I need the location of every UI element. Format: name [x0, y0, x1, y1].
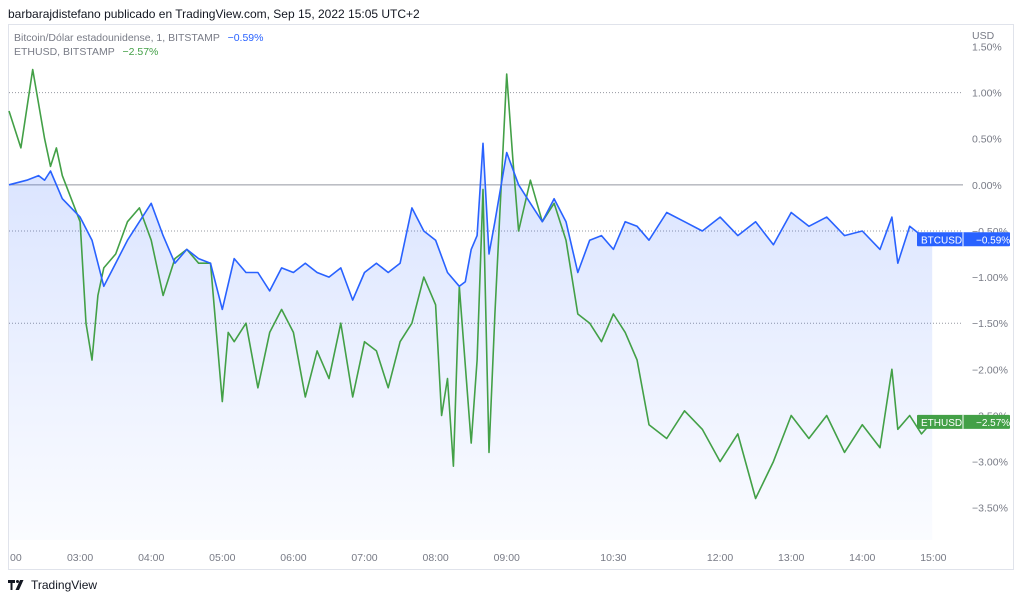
series-line-btcusd	[8, 142, 933, 311]
y-tick-label: 0.00%	[972, 180, 1002, 192]
y-axis-unit: USD	[972, 30, 995, 42]
x-tick-label: 07:00	[351, 552, 377, 564]
series-line-ethusd	[8, 68, 933, 500]
x-tick-label: 08:00	[422, 552, 448, 564]
last-value-series-name: ETHUSD	[921, 418, 962, 429]
last-value-series-name: BTCUSD	[921, 235, 962, 246]
last-value-tag-ethusd: ETHUSD −2.57%	[917, 414, 1010, 429]
svg-text:Bitcoin/Dólar estadounidense,: Bitcoin/Dólar estadounidense, 1, BITSTAM…	[14, 32, 263, 44]
chart-frame	[8, 24, 1014, 570]
x-tick-label: 13:00	[778, 552, 804, 564]
x-tick-label: 15:00	[920, 552, 946, 564]
y-tick-label: 0.50%	[972, 134, 1002, 146]
last-value-tag-btcusd: BTCUSD −0.59%	[917, 232, 1010, 247]
footer-brand-label: TradingView	[31, 578, 98, 592]
footer-brand[interactable]: TradingView	[8, 578, 97, 592]
last-value-number: −2.57%	[976, 418, 1010, 429]
legend-eth-value: −2.57%	[122, 46, 158, 58]
x-tick-label: 06:00	[280, 552, 306, 564]
x-tick-label: 05:00	[209, 552, 235, 564]
svg-text:ETHUSD, BITSTAMP −2.57%: ETHUSD, BITSTAMP −2.57%	[14, 46, 158, 58]
publication-header: barbarajdistefano publicado en TradingVi…	[8, 7, 420, 21]
legend-btc-label: Bitcoin/Dólar estadounidense, 1, BITSTAM…	[14, 32, 220, 44]
y-tick-label: 1.50%	[972, 41, 1002, 53]
y-tick-label: −2.00%	[972, 364, 1008, 376]
y-tick-label: −1.00%	[972, 272, 1008, 284]
x-tick-label: 10:30	[600, 552, 626, 564]
tradingview-logo-icon	[8, 580, 24, 590]
y-tick-label: −1.50%	[972, 318, 1008, 330]
legend-eth-label: ETHUSD, BITSTAMP	[14, 46, 115, 58]
y-tick-label: −3.50%	[972, 503, 1008, 515]
area-layer	[9, 143, 933, 541]
x-tick-label: 03:00	[67, 552, 93, 564]
x-tick-label: 14:00	[849, 552, 875, 564]
y-tick-label: −3.00%	[972, 457, 1008, 469]
btc-area-fill	[9, 143, 933, 541]
x-tick-label: 04:00	[138, 552, 164, 564]
last-value-number: −0.59%	[976, 235, 1010, 246]
legend-layer: Bitcoin/Dólar estadounidense, 1, BITSTAM…	[14, 32, 263, 58]
series-layer	[8, 68, 933, 500]
axis-layer: USD1.50%1.00%0.50%0.00%−0.50%−1.00%−1.50…	[10, 30, 1010, 564]
legend-btc-value: −0.59%	[228, 32, 264, 44]
x-tick-label-partial: 00	[10, 552, 22, 564]
x-tick-label: 12:00	[707, 552, 733, 564]
x-tick-label: 09:00	[494, 552, 520, 564]
y-tick-label: 1.00%	[972, 88, 1002, 100]
